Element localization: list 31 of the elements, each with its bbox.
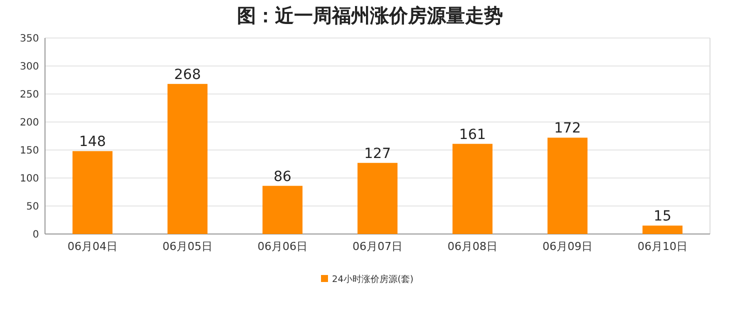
data-label: 268: [174, 66, 201, 83]
bar: [548, 138, 588, 234]
data-label: 15: [654, 208, 672, 225]
x-tick-label: 06月08日: [448, 240, 498, 253]
chart-title: 图：近一周福州涨价房源量走势: [237, 5, 503, 27]
y-tick-label: 250: [20, 90, 39, 100]
data-label: 148: [79, 134, 106, 150]
y-tick-label: 350: [20, 34, 39, 44]
y-tick-label: 200: [20, 118, 39, 128]
x-tick-label: 06月04日: [68, 240, 118, 253]
y-tick-label: 100: [20, 174, 39, 184]
bar: [168, 84, 208, 234]
y-tick-label: 50: [26, 202, 39, 212]
x-tick-label: 06月05日: [162, 240, 212, 253]
data-label: 172: [554, 120, 581, 137]
data-label: 127: [364, 146, 391, 162]
bar: [452, 144, 492, 234]
bar: [262, 186, 302, 234]
bar: [72, 151, 112, 234]
bar: [642, 226, 682, 234]
x-tick-label: 06月10日: [638, 240, 688, 253]
y-tick-label: 150: [20, 146, 39, 156]
data-label: 86: [274, 168, 292, 185]
y-tick-label: 0: [32, 230, 39, 240]
legend-label: 24小时涨价房源(套): [332, 274, 414, 285]
data-label: 161: [459, 126, 486, 143]
bar: [358, 162, 398, 234]
x-tick-label: 06月06日: [258, 240, 308, 253]
x-tick-label: 06月09日: [542, 240, 592, 253]
y-tick-label: 300: [20, 62, 39, 72]
x-tick-label: 06月07日: [352, 240, 402, 253]
